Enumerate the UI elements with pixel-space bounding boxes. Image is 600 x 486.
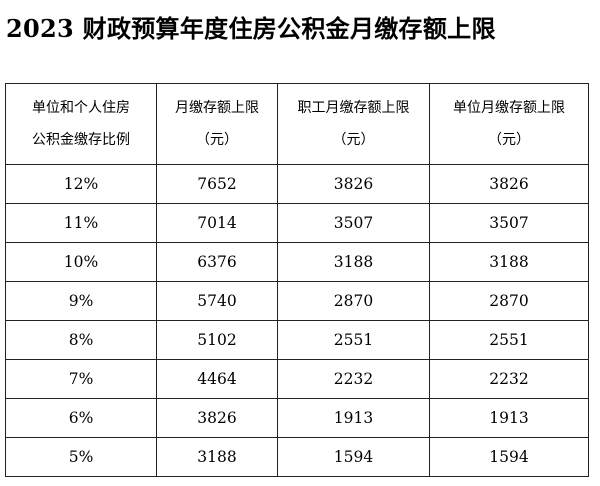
ratio-cell: 5% [5,437,157,477]
ratio-cell: 12% [5,164,157,204]
table-row: 6% 3826 1913 1913 [5,398,589,438]
employee-limit-cell: 3826 [277,164,430,204]
header-employee-limit: 职工月缴存额上限 （元） [277,83,430,165]
table-header-row: 单位和个人住房 公积金缴存比例 月缴存额上限 （元） 职工月缴存额上限 （元） … [5,83,589,165]
employer-limit-cell: 3826 [429,164,589,204]
employer-limit-cell: 2551 [429,320,589,360]
employer-limit-cell: 3188 [429,242,589,282]
employee-limit-cell: 2870 [277,281,430,321]
monthly-limit-cell: 4464 [156,359,278,399]
ratio-cell: 9% [5,281,157,321]
page-title: 2023 财政预算年度住房公积金月缴存额上限 [6,14,496,43]
header-employer-limit: 单位月缴存额上限 （元） [429,83,589,165]
employer-limit-cell: 2232 [429,359,589,399]
monthly-limit-cell: 6376 [156,242,278,282]
employee-limit-cell: 3507 [277,203,430,243]
ratio-cell: 8% [5,320,157,360]
table-row: 11% 7014 3507 3507 [5,203,589,243]
table-row: 9% 5740 2870 2870 [5,281,589,321]
header-contribution-ratio: 单位和个人住房 公积金缴存比例 [5,83,157,165]
employee-limit-cell: 2551 [277,320,430,360]
employer-limit-cell: 1594 [429,437,589,477]
monthly-limit-cell: 3826 [156,398,278,438]
employer-limit-cell: 3507 [429,203,589,243]
employer-limit-cell: 2870 [429,281,589,321]
table-row: 12% 7652 3826 3826 [5,164,589,204]
employee-limit-cell: 1594 [277,437,430,477]
table-row: 5% 3188 1594 1594 [5,437,589,477]
table-row: 10% 6376 3188 3188 [5,242,589,282]
contribution-table-container: 单位和个人住房 公积金缴存比例 月缴存额上限 （元） 职工月缴存额上限 （元） … [5,83,589,477]
header-line: 公积金缴存比例 [32,132,130,148]
employer-limit-cell: 1913 [429,398,589,438]
header-line: 单位月缴存额上限 [453,100,565,116]
header-line: （元） [488,132,530,148]
header-monthly-limit: 月缴存额上限 （元） [156,83,278,165]
header-line: 月缴存额上限 [175,100,259,116]
header-line: 职工月缴存额上限 [297,100,410,116]
ratio-cell: 11% [5,203,157,243]
monthly-limit-cell: 5102 [156,320,278,360]
monthly-limit-cell: 7014 [156,203,278,243]
table-row: 8% 5102 2551 2551 [5,320,589,360]
table-row: 7% 4464 2232 2232 [5,359,589,399]
contribution-limit-table: 单位和个人住房 公积金缴存比例 月缴存额上限 （元） 职工月缴存额上限 （元） … [5,83,589,477]
employee-limit-cell: 2232 [277,359,430,399]
ratio-cell: 6% [5,398,157,438]
header-line: （元） [196,132,238,148]
ratio-cell: 10% [5,242,157,282]
monthly-limit-cell: 3188 [156,437,278,477]
ratio-cell: 7% [5,359,157,399]
monthly-limit-cell: 5740 [156,281,278,321]
employee-limit-cell: 1913 [277,398,430,438]
employee-limit-cell: 3188 [277,242,430,282]
monthly-limit-cell: 7652 [156,164,278,204]
header-line: 单位和个人住房 [32,100,130,116]
header-line: （元） [332,132,375,148]
